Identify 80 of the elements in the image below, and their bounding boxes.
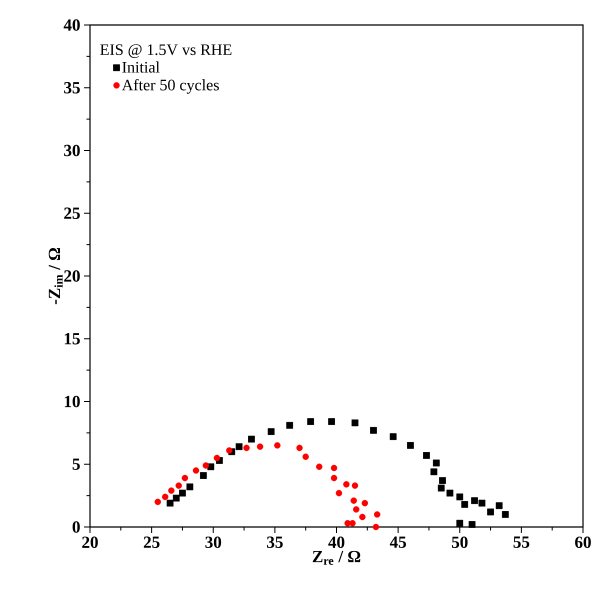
point (236, 443, 243, 450)
point (200, 472, 207, 479)
point (390, 433, 397, 440)
point (487, 508, 494, 516)
point (468, 521, 476, 528)
point (471, 497, 478, 504)
y-tick-label: 0 (72, 521, 80, 533)
y-tick-label: 20 (64, 270, 80, 282)
point (461, 501, 468, 508)
y-tick-label: 40 (64, 19, 80, 31)
point (330, 464, 338, 472)
point (286, 422, 294, 429)
point (202, 462, 210, 469)
point (166, 500, 174, 507)
point (350, 497, 357, 504)
point (226, 447, 232, 454)
point (162, 494, 168, 500)
point (372, 524, 380, 530)
point (359, 514, 366, 520)
point (328, 418, 335, 425)
point (296, 444, 303, 452)
y-tick-label: 15 (64, 333, 80, 344)
x-tick-label: 40 (328, 536, 344, 548)
point (274, 442, 281, 449)
y-tick-label: 10 (64, 396, 80, 408)
point (214, 454, 220, 462)
x-tick-label: 25 (144, 536, 160, 548)
point (168, 487, 175, 494)
point (370, 426, 377, 434)
point (478, 500, 486, 507)
point (172, 494, 180, 502)
x-tick-label: 35 (267, 536, 283, 548)
point (344, 520, 351, 526)
point (446, 490, 454, 497)
x-axis-title: Z$_{re}$ / Ω (312, 550, 360, 565)
point (496, 502, 503, 510)
point (179, 490, 186, 497)
legend-label: After 50 cycles (122, 79, 219, 94)
point (307, 418, 314, 425)
point (362, 500, 368, 506)
point (456, 493, 464, 500)
point (256, 443, 264, 450)
point (268, 428, 275, 436)
point (352, 482, 358, 489)
point (456, 520, 464, 527)
x-tick-label: 30 (205, 536, 222, 548)
point (343, 481, 350, 488)
point (186, 483, 194, 490)
legend-label: Initial (122, 61, 160, 73)
y-tick-label: 5 (72, 458, 80, 470)
x-tick-label: 45 (390, 536, 406, 548)
point (302, 454, 309, 460)
point (336, 490, 342, 496)
point (439, 477, 446, 484)
point (432, 460, 440, 466)
point (243, 444, 250, 452)
point (407, 442, 414, 449)
point (182, 474, 188, 482)
point (353, 506, 360, 513)
legend-title: EIS @ 1.5V vs RHE (100, 44, 232, 58)
point (316, 464, 322, 470)
point (438, 484, 445, 492)
y-tick-label: 30 (64, 144, 80, 156)
point (352, 419, 358, 426)
point (374, 511, 380, 518)
y-tick-label: 25 (64, 208, 80, 219)
point (330, 474, 338, 482)
point (154, 498, 161, 506)
point (176, 482, 182, 489)
x-tick-label: 20 (82, 536, 98, 548)
x-tick-label: 60 (575, 536, 591, 548)
x-tick-label: 55 (514, 536, 530, 548)
point (430, 468, 438, 476)
y-tick-label: 35 (64, 82, 80, 94)
y-axis-title: -Z$_{im}$ / Ω (48, 248, 63, 304)
point (423, 452, 430, 459)
point (502, 511, 509, 518)
x-tick-label: 50 (452, 536, 468, 548)
point (248, 436, 255, 443)
point (192, 467, 200, 474)
